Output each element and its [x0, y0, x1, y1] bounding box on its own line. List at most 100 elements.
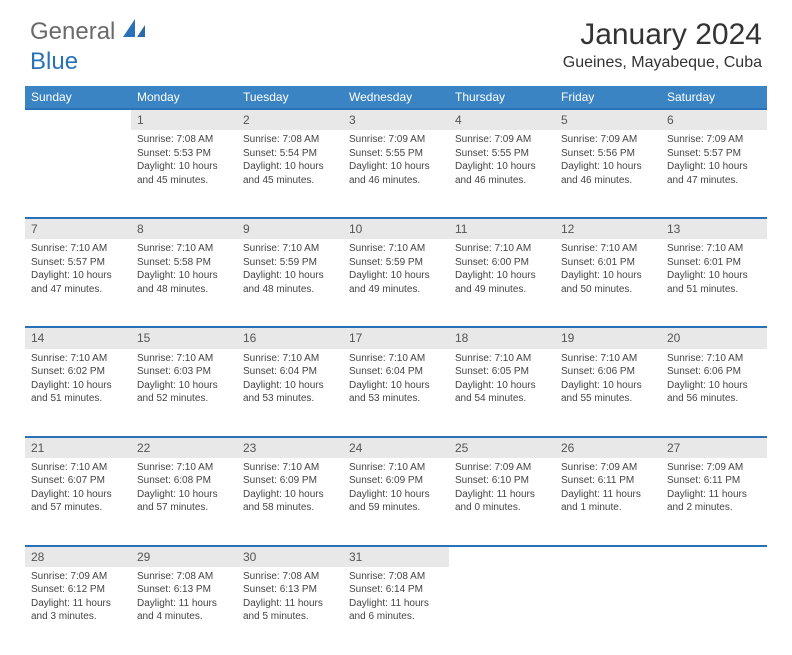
daylight-text: Daylight: 10 hours and 45 minutes. — [137, 160, 231, 187]
sunset-text: Sunset: 6:13 PM — [137, 583, 231, 597]
day-content-cell: Sunrise: 7:09 AMSunset: 5:55 PMDaylight:… — [343, 130, 449, 218]
day-number-cell: 8 — [131, 218, 237, 239]
day-content-cell: Sunrise: 7:08 AMSunset: 6:13 PMDaylight:… — [131, 567, 237, 655]
daylight-text: Daylight: 10 hours and 57 minutes. — [137, 488, 231, 515]
sunrise-text: Sunrise: 7:10 AM — [31, 352, 125, 366]
sunrise-text: Sunrise: 7:09 AM — [667, 133, 761, 147]
sunrise-text: Sunrise: 7:10 AM — [243, 242, 337, 256]
daylight-text: Daylight: 10 hours and 53 minutes. — [349, 379, 443, 406]
sunset-text: Sunset: 6:01 PM — [561, 256, 655, 270]
daylight-text: Daylight: 10 hours and 45 minutes. — [243, 160, 337, 187]
sunrise-text: Sunrise: 7:10 AM — [137, 461, 231, 475]
sunset-text: Sunset: 6:10 PM — [455, 474, 549, 488]
sunset-text: Sunset: 6:11 PM — [667, 474, 761, 488]
sunrise-text: Sunrise: 7:10 AM — [31, 461, 125, 475]
sunrise-text: Sunrise: 7:09 AM — [455, 461, 549, 475]
day-number-row: 21222324252627 — [25, 437, 767, 458]
sunrise-text: Sunrise: 7:10 AM — [243, 352, 337, 366]
day-number-cell: 26 — [555, 437, 661, 458]
weekday-header: Thursday — [449, 86, 555, 109]
day-number-cell: 1 — [131, 109, 237, 130]
sunrise-text: Sunrise: 7:10 AM — [667, 242, 761, 256]
day-number-cell: 4 — [449, 109, 555, 130]
day-content-cell: Sunrise: 7:10 AMSunset: 6:09 PMDaylight:… — [237, 458, 343, 546]
sunrise-text: Sunrise: 7:09 AM — [561, 133, 655, 147]
daylight-text: Daylight: 10 hours and 54 minutes. — [455, 379, 549, 406]
daylight-text: Daylight: 10 hours and 49 minutes. — [349, 269, 443, 296]
day-content-cell: Sunrise: 7:10 AMSunset: 6:01 PMDaylight:… — [555, 239, 661, 327]
day-number-cell: 6 — [661, 109, 767, 130]
calendar-table: Sunday Monday Tuesday Wednesday Thursday… — [25, 86, 767, 655]
daylight-text: Daylight: 11 hours and 2 minutes. — [667, 488, 761, 515]
weekday-header-row: Sunday Monday Tuesday Wednesday Thursday… — [25, 86, 767, 109]
weekday-header: Monday — [131, 86, 237, 109]
day-number-cell: 13 — [661, 218, 767, 239]
daylight-text: Daylight: 10 hours and 48 minutes. — [137, 269, 231, 296]
day-content-row: Sunrise: 7:10 AMSunset: 5:57 PMDaylight:… — [25, 239, 767, 327]
day-content-cell: Sunrise: 7:10 AMSunset: 6:09 PMDaylight:… — [343, 458, 449, 546]
day-number-row: 14151617181920 — [25, 327, 767, 348]
sunrise-text: Sunrise: 7:10 AM — [349, 461, 443, 475]
day-number-cell: 19 — [555, 327, 661, 348]
sunset-text: Sunset: 5:55 PM — [349, 147, 443, 161]
sunrise-text: Sunrise: 7:10 AM — [31, 242, 125, 256]
day-content-cell: Sunrise: 7:10 AMSunset: 6:01 PMDaylight:… — [661, 239, 767, 327]
day-content-row: Sunrise: 7:10 AMSunset: 6:07 PMDaylight:… — [25, 458, 767, 546]
sunrise-text: Sunrise: 7:08 AM — [349, 570, 443, 584]
day-content-cell: Sunrise: 7:08 AMSunset: 6:13 PMDaylight:… — [237, 567, 343, 655]
day-content-cell: Sunrise: 7:10 AMSunset: 6:02 PMDaylight:… — [25, 349, 131, 437]
logo-blue-wrap: Blue — [30, 48, 78, 76]
day-number-cell: 18 — [449, 327, 555, 348]
sunrise-text: Sunrise: 7:10 AM — [561, 352, 655, 366]
sunrise-text: Sunrise: 7:10 AM — [349, 352, 443, 366]
sunrise-text: Sunrise: 7:10 AM — [455, 352, 549, 366]
day-number-cell: 21 — [25, 437, 131, 458]
day-number-cell — [555, 546, 661, 567]
day-number-cell: 29 — [131, 546, 237, 567]
sunrise-text: Sunrise: 7:09 AM — [31, 570, 125, 584]
day-content-cell — [555, 567, 661, 655]
sunrise-text: Sunrise: 7:09 AM — [455, 133, 549, 147]
day-number-row: 78910111213 — [25, 218, 767, 239]
sunrise-text: Sunrise: 7:10 AM — [137, 352, 231, 366]
daylight-text: Daylight: 10 hours and 46 minutes. — [455, 160, 549, 187]
weekday-header: Friday — [555, 86, 661, 109]
day-number-cell: 22 — [131, 437, 237, 458]
day-number-cell: 28 — [25, 546, 131, 567]
sunset-text: Sunset: 6:09 PM — [243, 474, 337, 488]
day-number-cell — [449, 546, 555, 567]
day-content-cell: Sunrise: 7:08 AMSunset: 6:14 PMDaylight:… — [343, 567, 449, 655]
sunset-text: Sunset: 6:03 PM — [137, 365, 231, 379]
day-number-cell: 17 — [343, 327, 449, 348]
sunset-text: Sunset: 5:54 PM — [243, 147, 337, 161]
day-number-cell: 11 — [449, 218, 555, 239]
day-number-cell: 27 — [661, 437, 767, 458]
sunrise-text: Sunrise: 7:10 AM — [667, 352, 761, 366]
daylight-text: Daylight: 10 hours and 58 minutes. — [243, 488, 337, 515]
sunset-text: Sunset: 6:05 PM — [455, 365, 549, 379]
day-number-row: 28293031 — [25, 546, 767, 567]
header: General January 2024 Gueines, Mayabeque,… — [0, 0, 792, 80]
day-number-cell: 24 — [343, 437, 449, 458]
sunrise-text: Sunrise: 7:08 AM — [243, 133, 337, 147]
daylight-text: Daylight: 10 hours and 46 minutes. — [349, 160, 443, 187]
daylight-text: Daylight: 11 hours and 6 minutes. — [349, 597, 443, 624]
daylight-text: Daylight: 10 hours and 57 minutes. — [31, 488, 125, 515]
daylight-text: Daylight: 10 hours and 48 minutes. — [243, 269, 337, 296]
day-number-cell: 7 — [25, 218, 131, 239]
daylight-text: Daylight: 10 hours and 56 minutes. — [667, 379, 761, 406]
sunrise-text: Sunrise: 7:09 AM — [349, 133, 443, 147]
daylight-text: Daylight: 10 hours and 47 minutes. — [667, 160, 761, 187]
sunrise-text: Sunrise: 7:10 AM — [243, 461, 337, 475]
day-number-cell: 9 — [237, 218, 343, 239]
day-content-cell: Sunrise: 7:10 AMSunset: 6:06 PMDaylight:… — [555, 349, 661, 437]
logo: General — [30, 18, 149, 46]
sunset-text: Sunset: 6:09 PM — [349, 474, 443, 488]
location-text: Gueines, Mayabeque, Cuba — [563, 54, 762, 72]
day-content-row: Sunrise: 7:10 AMSunset: 6:02 PMDaylight:… — [25, 349, 767, 437]
day-number-cell: 25 — [449, 437, 555, 458]
day-content-cell: Sunrise: 7:10 AMSunset: 6:08 PMDaylight:… — [131, 458, 237, 546]
page-title: January 2024 — [563, 18, 762, 52]
day-number-cell: 15 — [131, 327, 237, 348]
daylight-text: Daylight: 10 hours and 49 minutes. — [455, 269, 549, 296]
